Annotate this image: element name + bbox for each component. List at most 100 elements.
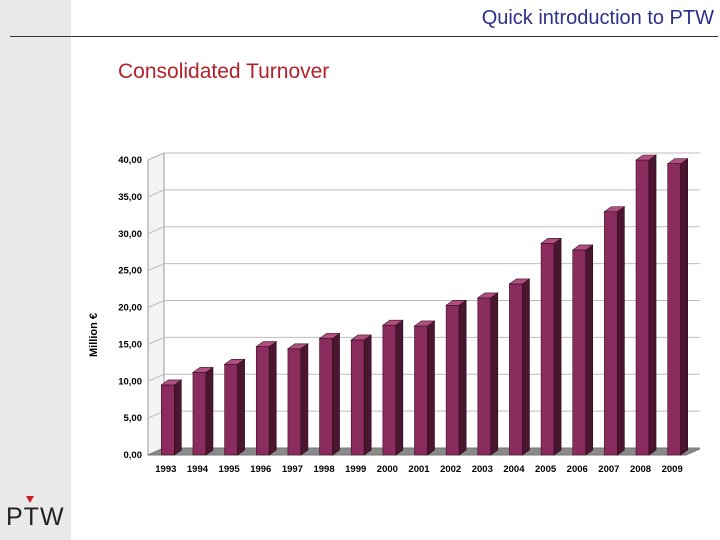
- logo-text: PTW: [6, 503, 65, 531]
- x-tick-label: 2003: [472, 464, 493, 475]
- ptw-logo: PTW: [6, 496, 66, 532]
- bar-top: [160, 379, 183, 386]
- bar-top: [508, 278, 531, 285]
- x-tick-label: 2007: [598, 464, 619, 475]
- x-tick-label: 1999: [345, 464, 366, 475]
- bar-side: [458, 299, 467, 456]
- x-tick-label: 1996: [250, 464, 271, 475]
- bar-front: [572, 249, 587, 456]
- bar: [255, 341, 278, 456]
- bar-front: [319, 338, 333, 456]
- bar-side: [648, 154, 657, 456]
- bar-top: [540, 238, 563, 244]
- bar: [160, 379, 183, 456]
- bar-top: [192, 367, 214, 373]
- bar-side: [617, 206, 625, 456]
- bar-side: [268, 341, 277, 456]
- y-tick-label: 40,00: [118, 155, 142, 166]
- turnover-bar-chart: 0,00 5,00 10,00 15,00 20,00 25,00 30,00 35,00 40…: [88, 152, 700, 475]
- bar-side: [522, 278, 530, 456]
- bar: [508, 278, 531, 456]
- x-tick-label: 1993: [155, 464, 176, 475]
- bar-side: [363, 334, 372, 456]
- y-tick-label: 25,00: [118, 266, 142, 277]
- bar-front: [287, 348, 302, 456]
- y-axis-label: Million €: [88, 313, 100, 357]
- bar-front: [635, 159, 650, 456]
- bar: [476, 292, 499, 456]
- bar: [223, 358, 246, 456]
- bar: [603, 206, 626, 456]
- bar-side: [680, 158, 688, 456]
- bar-top: [286, 343, 309, 350]
- x-tick-label: 2004: [503, 464, 525, 475]
- bar-side: [205, 366, 214, 456]
- bar: [318, 332, 341, 456]
- bar-front: [161, 384, 175, 456]
- bar-front: [350, 339, 365, 456]
- bar-top: [571, 244, 594, 251]
- y-tick-label: 20,00: [118, 303, 142, 314]
- side-strip: [0, 0, 71, 540]
- bar-side: [553, 237, 562, 456]
- bar-front: [255, 346, 270, 456]
- y-tick-label: 0,00: [124, 450, 143, 461]
- bar-front: [667, 163, 681, 456]
- bar-top: [413, 320, 436, 327]
- bar-side: [395, 319, 404, 456]
- bar-side: [300, 343, 309, 456]
- x-tick-label: 2009: [662, 464, 683, 475]
- bar-top: [318, 333, 341, 339]
- y-tick-label: 15,00: [118, 339, 142, 350]
- x-tick-label: 2000: [377, 464, 398, 475]
- bar-front: [382, 324, 397, 456]
- bars-layer: [160, 154, 689, 456]
- bar-front: [477, 297, 492, 456]
- bar: [540, 237, 563, 456]
- bar-front: [192, 372, 207, 456]
- bar-front: [604, 211, 618, 456]
- slide-title: Consolidated Turnover: [118, 60, 330, 83]
- bar-side: [332, 332, 340, 456]
- x-tick-label: 1994: [187, 464, 209, 475]
- bar-side: [490, 292, 499, 456]
- bar: [381, 319, 404, 456]
- bar-side: [174, 379, 182, 456]
- x-tick-label: 2002: [440, 464, 461, 475]
- gridline: [147, 263, 700, 272]
- bar-side: [237, 358, 245, 456]
- gridline: [147, 189, 700, 198]
- bar-front: [445, 304, 460, 456]
- y-tick-label: 35,00: [118, 192, 142, 203]
- bar: [286, 343, 309, 456]
- bar-top: [666, 158, 689, 164]
- gridline: [147, 152, 700, 161]
- bar: [666, 158, 689, 456]
- y-tick-label: 30,00: [118, 229, 142, 240]
- bar-top: [255, 341, 278, 347]
- x-tick-label: 1995: [219, 464, 241, 475]
- x-tick-label: 2006: [567, 464, 588, 475]
- bar-top: [603, 206, 626, 212]
- bar: [571, 244, 594, 456]
- bar-top: [476, 292, 499, 299]
- bar-top: [635, 154, 657, 161]
- x-tick-label: 1997: [282, 464, 303, 475]
- header-title: Quick introduction to PTW: [481, 7, 714, 29]
- bar-front: [509, 283, 523, 456]
- x-tick-label: 1998: [313, 464, 334, 475]
- x-tick-label: 2005: [535, 464, 557, 475]
- bar-top: [223, 358, 246, 365]
- bar-top: [350, 334, 373, 341]
- bar: [413, 320, 436, 456]
- y-tick-label: 10,00: [118, 376, 142, 387]
- bar-front: [540, 243, 555, 456]
- bar: [445, 299, 468, 456]
- bar-top: [381, 319, 404, 326]
- logo-arrow-icon: [26, 496, 34, 503]
- bar-top: [445, 299, 468, 306]
- gridline: [147, 226, 700, 235]
- labels-layer: 0,00 5,00 10,00 15,00 20,00 25,00 30,00 35,00 40…: [118, 155, 683, 475]
- x-tick-label: 2001: [408, 464, 430, 475]
- bar-front: [224, 363, 238, 456]
